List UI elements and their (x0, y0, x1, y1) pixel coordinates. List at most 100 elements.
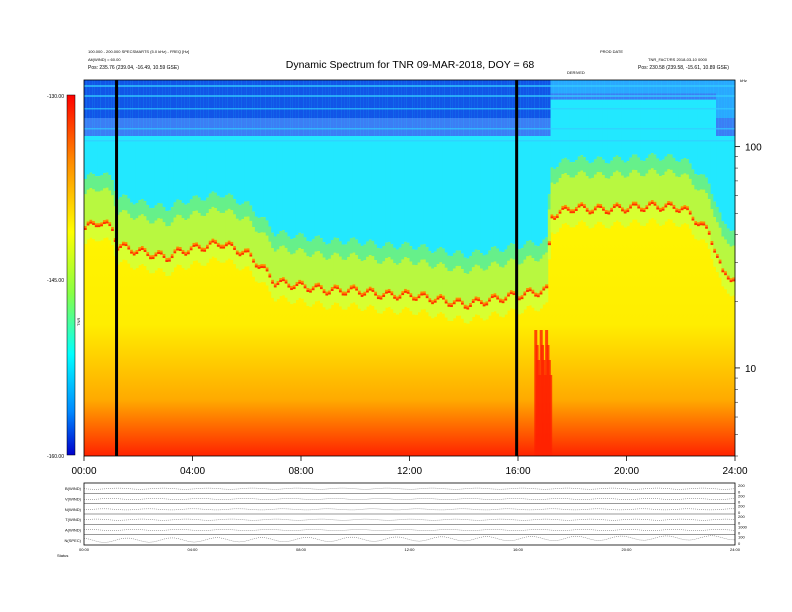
spectro-transition-cell (618, 208, 622, 223)
spectro-lightgreen-cell (252, 227, 256, 259)
spectro-cyan-cell (344, 80, 348, 245)
spectro-blue-cell (157, 80, 161, 118)
spectro-ridge-core-cell (282, 279, 286, 282)
spectro-lightgreen-cell (140, 214, 145, 246)
spectro-transition-cell (344, 295, 348, 310)
spectro-ridge-core-cell (189, 248, 193, 251)
spectro-cyan-cell (550, 80, 554, 168)
spectro-green-cell (729, 231, 733, 247)
spectro-ridge-core-cell (344, 293, 348, 296)
spectro-lightgreen-cell (119, 212, 123, 245)
spectro-transition-cell (140, 249, 145, 264)
spectro-blue-cell (461, 80, 465, 118)
spectro-ridge-cell (235, 250, 240, 254)
spectro-lightgreen-cell (146, 220, 150, 253)
spectro-cyan-cell (612, 80, 617, 158)
spectro-ridge-core-cell (192, 244, 196, 247)
spectro-ridge-cell (664, 203, 668, 207)
aux-panel-trace (83, 529, 736, 531)
spectro-transition-cell (211, 242, 215, 257)
spectro-lightgreen-cell (436, 263, 440, 296)
spectro-cyan-cell (501, 80, 505, 253)
spectro-ridge-cell (602, 206, 606, 210)
spectro-transition-cell (504, 300, 508, 315)
spectro-lightgreen-cell (306, 256, 310, 289)
spectro-ridge-cell (588, 210, 592, 214)
spectro-ridge-cell (534, 292, 538, 296)
spectro-cyan-cell (631, 80, 636, 155)
spectro-green-cell (569, 162, 573, 178)
spectro-ridge-cell (461, 300, 465, 304)
spectro-ridge-core-cell (732, 279, 736, 282)
spectro-cyan-cell (707, 80, 711, 184)
spectro-green-cell (192, 195, 196, 212)
spectro-lightgreen-cell (566, 175, 570, 207)
spectro-ridge-cell (512, 291, 516, 295)
spectro-transition-cell (309, 292, 313, 307)
spectro-green-cell (469, 256, 473, 272)
spectro-green-cell (659, 160, 663, 177)
spectro-cyan-cell (227, 80, 231, 194)
spectro-transition-cell (501, 303, 505, 318)
spectro-blue2-cell (119, 118, 123, 136)
spectro-ridge-core-cell (580, 204, 584, 207)
spectro-ridge-core-cell (271, 281, 275, 284)
spectro-cyan-cell (485, 80, 489, 255)
spectro-cyan-cell (311, 80, 315, 240)
spectro-cyan-cell (629, 80, 633, 158)
spectro-cyan-cell (357, 80, 362, 244)
spectro-lightgreen-cell (92, 189, 96, 222)
spectro-lightgreen-cell (680, 174, 684, 207)
spectro-lightgreen-cell (387, 257, 391, 289)
spectro-ridge-cell (282, 277, 286, 281)
spectro-blue2-cell (249, 118, 253, 136)
spectro-lightgreen-cell (485, 269, 489, 302)
spectro-transition-cell (287, 287, 291, 302)
spectro-ridge-cell (341, 291, 345, 295)
spectro-blue2-cell (504, 118, 508, 136)
spectro-green-cell (615, 155, 619, 171)
spectro-green-cell (547, 194, 551, 210)
spectro-green-cell (368, 239, 372, 255)
spectro-blue2-cell (124, 118, 128, 136)
spectro-ridge-cell (325, 291, 329, 295)
spectro-blue-cell (512, 80, 516, 118)
spectro-cyan-cell (273, 80, 277, 237)
spectro-ridge-core-cell (694, 223, 698, 226)
spectro-ridge-core-cell (542, 288, 546, 291)
spectro-transition-cell (249, 256, 253, 271)
spectro-band-line (84, 128, 735, 130)
spectro-green-cell (531, 242, 535, 258)
spectro-lightgreen-cell (664, 171, 668, 204)
spectro-green-cell (187, 203, 191, 219)
spectro-cyan-cell (290, 80, 294, 240)
spectro-blue-cell (233, 80, 237, 118)
spectro-ridge-core-cell (442, 297, 446, 300)
spectro-blue2-cell (328, 118, 332, 136)
spectro-transition-cell (602, 210, 606, 225)
spectro-blue2-cell (385, 118, 389, 136)
spectro-lightgreen-cell (338, 256, 343, 289)
spectro-ridge-core-cell (127, 247, 131, 250)
spectro-lightgreen-cell (187, 218, 191, 251)
spectro-ridge-core-cell (561, 207, 565, 210)
spectro-green-cell (371, 240, 375, 257)
spectro-green-cell (211, 191, 215, 207)
spectro-ridge-core-cell (593, 208, 598, 211)
spectro-ridge-core-cell (376, 297, 381, 300)
spectro-ridge-cell (691, 216, 695, 220)
x-tick-label: 16:00 (505, 466, 530, 477)
spectro-cyan-cell (254, 80, 258, 217)
spectro-lightgreen-cell (477, 265, 481, 298)
spectro-ridge-core-cell (615, 204, 619, 207)
spectro-lightgreen-cell (94, 191, 98, 224)
spectro-lightgreen-cell (124, 210, 128, 243)
spectro-green-cell (252, 211, 256, 228)
spectro-cyan-cell (615, 80, 619, 156)
x-axis: 00:00 04:00 08:00 12:00 16:00 20:00 24:00 (71, 456, 748, 477)
spectro-lightgreen-cell (265, 235, 269, 268)
spectro-cyan-cell (588, 80, 592, 164)
spectro-blue2-cell (208, 118, 212, 136)
spectro-ridge-cell (417, 294, 421, 298)
spectro-blue2-cell (439, 118, 443, 136)
